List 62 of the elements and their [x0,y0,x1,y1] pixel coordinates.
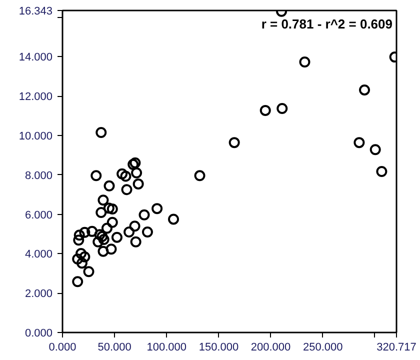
point [142,226,153,238]
y-tick-label: 16.343 [18,6,53,18]
point [83,266,94,278]
point [74,230,85,241]
point [138,209,150,220]
y-tick-label: 10.000 [18,130,53,142]
point [90,170,102,182]
point [120,170,132,182]
point [260,104,271,116]
point [132,178,144,190]
point [228,137,240,148]
point [168,214,180,225]
point [130,236,142,248]
point [98,234,110,245]
point [111,232,122,243]
point [76,248,87,259]
y-tick-label: 8.000 [24,170,53,182]
point [72,254,84,264]
x-tick-label: 200.000 [250,342,291,354]
x-tick-label: 50.000 [98,342,132,354]
point [86,226,98,237]
point [106,216,118,228]
x-tick-label: 100.000 [146,342,187,354]
y-tick-label: 12.000 [18,91,53,104]
point [152,203,163,214]
point [92,236,104,248]
point [359,84,370,96]
x-tick-label: 150.000 [198,342,239,354]
point [76,258,88,269]
point [106,203,118,214]
point [98,246,109,257]
point [96,127,107,138]
point [131,167,142,178]
point [194,170,206,182]
annotation: r = 0.781 - r^2 = 0.609 [261,16,392,32]
point [106,244,117,255]
point [116,168,128,180]
point [98,194,109,206]
point [96,207,107,218]
y-tick-label: 2.000 [24,288,53,300]
point [103,202,114,214]
point [73,234,84,246]
point [129,220,140,232]
point [79,226,90,238]
point [121,184,132,196]
point [376,166,388,178]
x-tick-label: 250.000 [302,342,343,354]
y-tick-label: 6.000 [24,209,53,222]
point [124,226,135,238]
point [370,144,381,156]
y-tick-label: 0.000 [24,328,53,340]
point [276,102,288,114]
point [104,180,115,192]
y-tick-label: 14.000 [18,52,53,64]
y-tick-label: 4.000 [24,248,53,261]
point [299,56,310,68]
x-tick-label: 0.000 [48,342,76,354]
point [354,137,365,148]
point [79,251,90,262]
x-tick-label: 320.717 [376,342,416,354]
point [101,222,112,234]
point [72,276,84,288]
